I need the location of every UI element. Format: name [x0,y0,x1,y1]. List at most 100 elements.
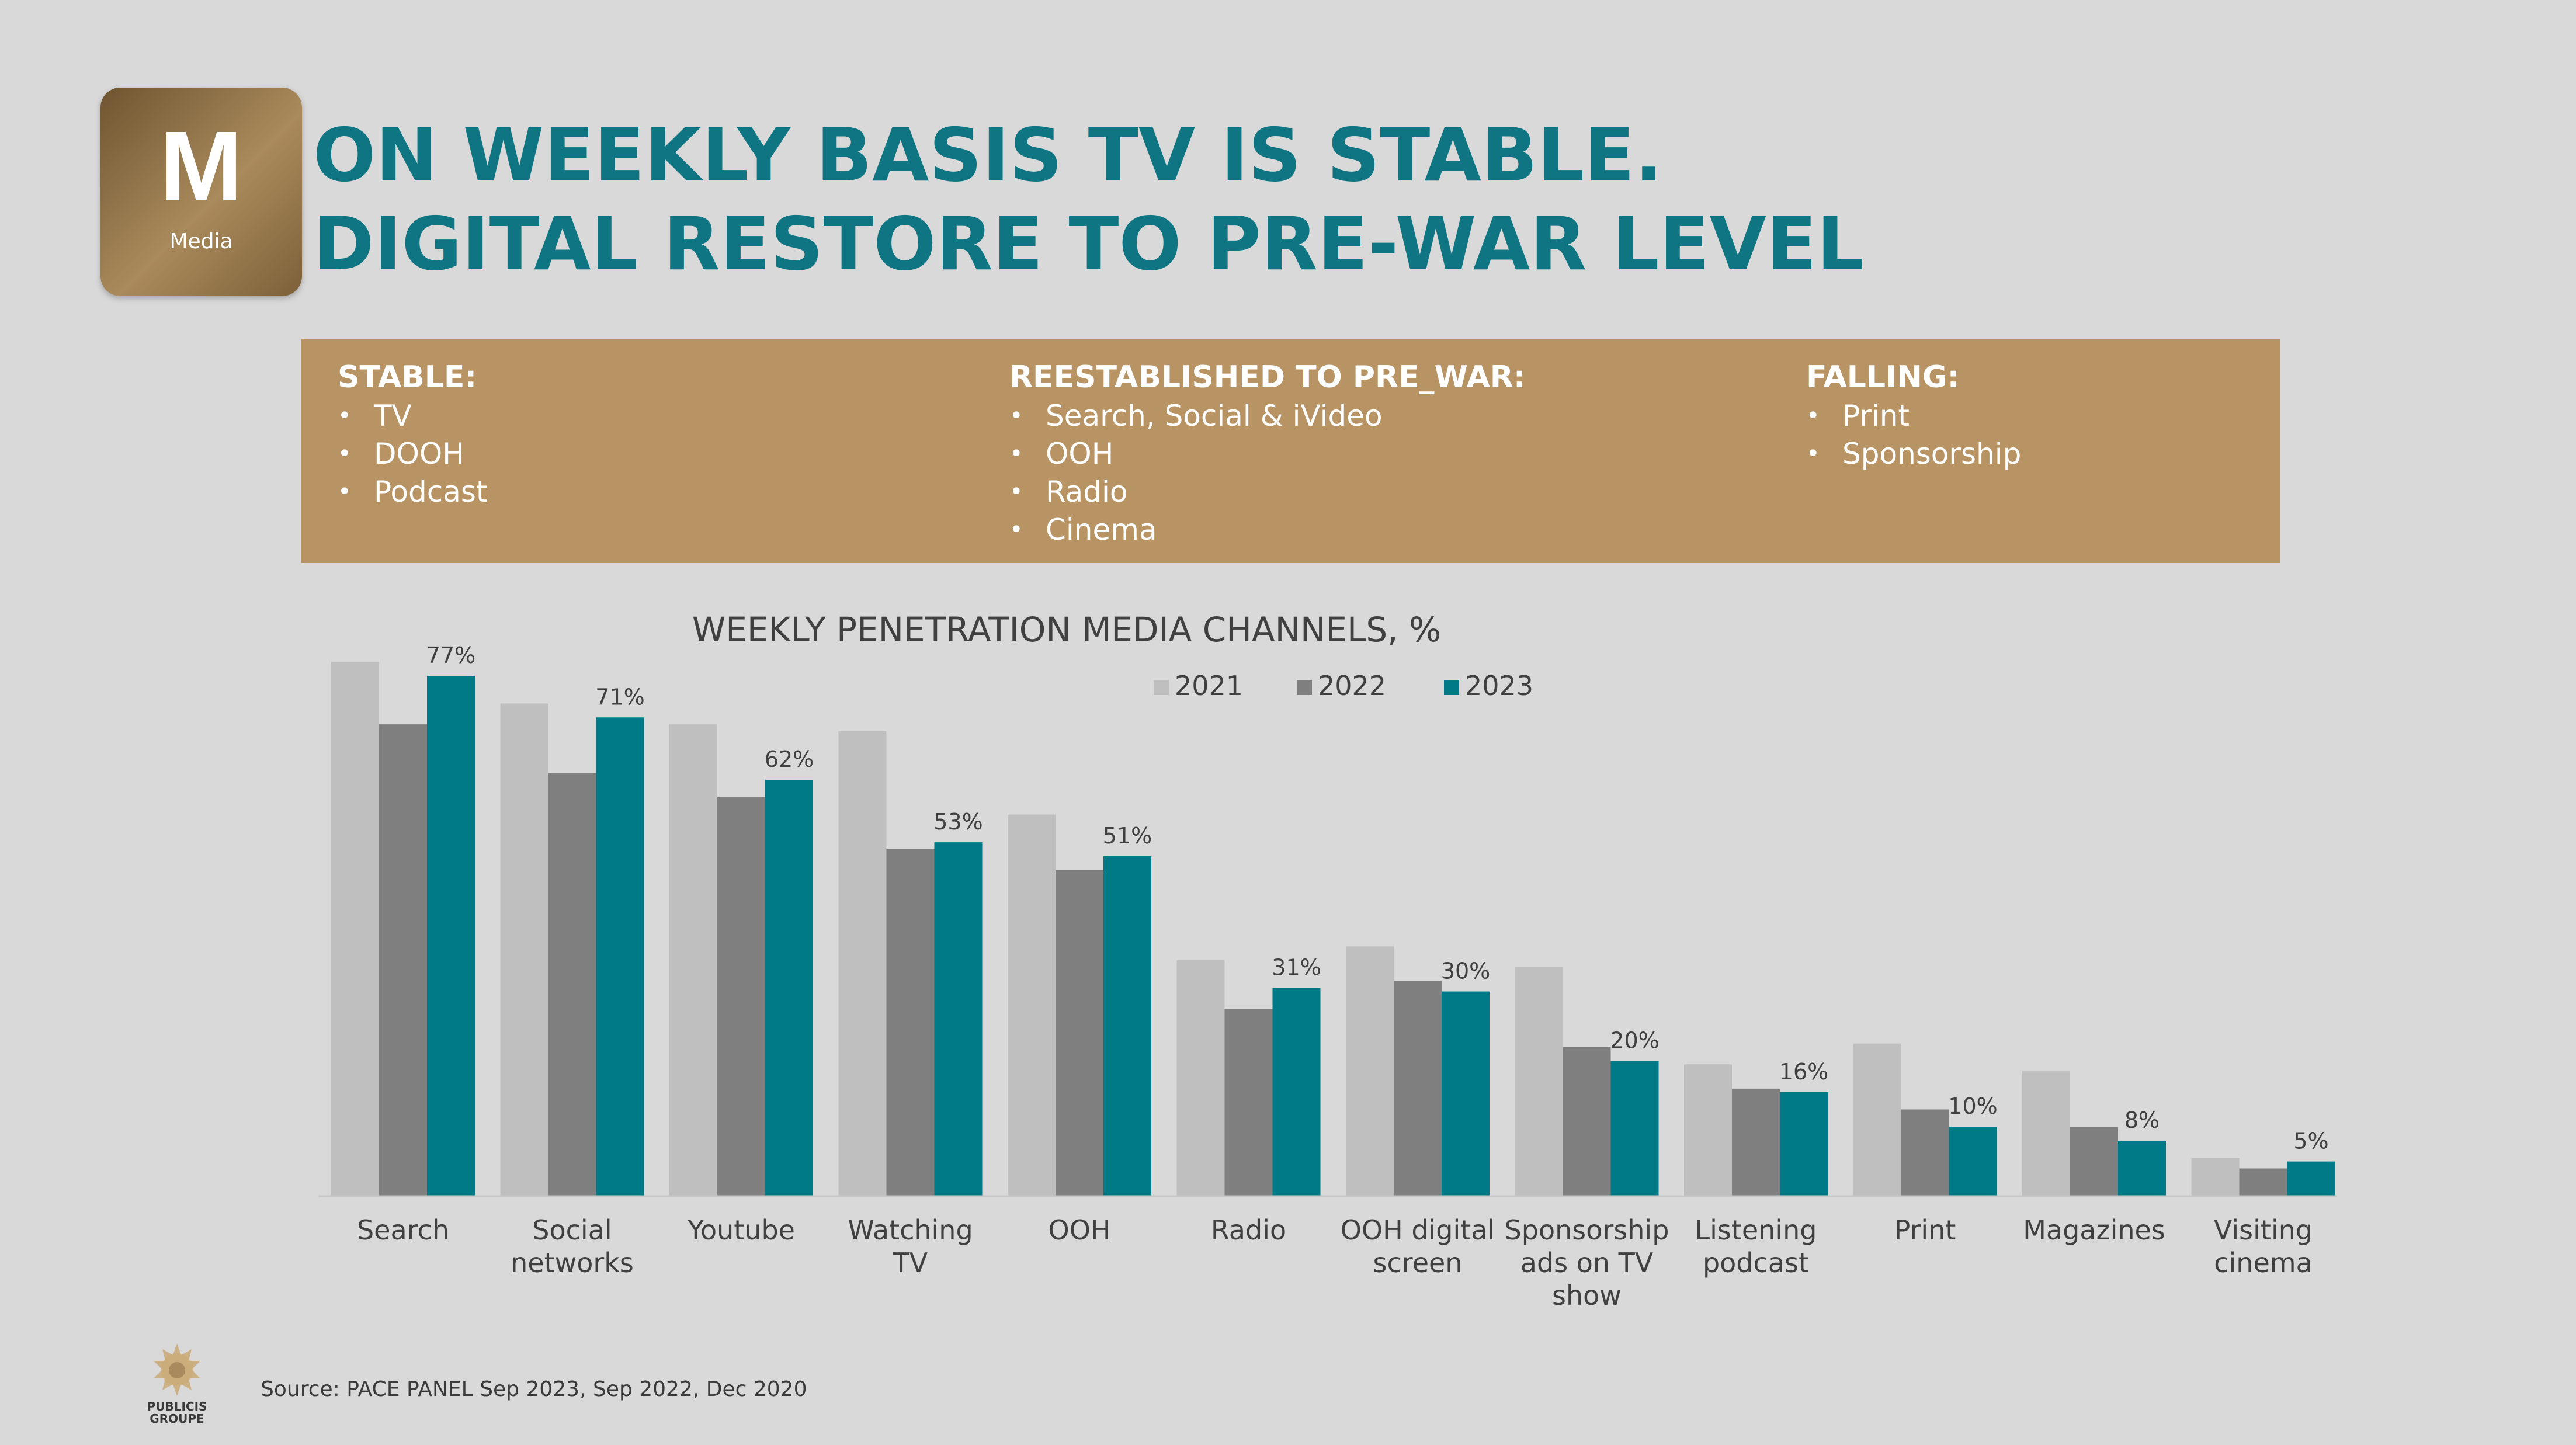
bar-2022 [1732,1088,1780,1196]
summary-banner: STABLE: TV DOOH Podcast REESTABLISHED TO… [301,339,2280,563]
bar-2021 [500,703,548,1196]
bar-2022 [1901,1109,1949,1196]
bar-2023 [1442,991,1490,1196]
list-item: Sponsorship [1806,435,2021,473]
bar-2023 [1103,856,1151,1196]
page-title: ON WEEKLY BASIS TV IS STABLE. DIGITAL RE… [313,111,2241,289]
tick-label: show [1552,1280,1622,1311]
bar-2022 [717,797,765,1196]
data-label: 30% [1441,958,1490,984]
bar-2021 [1853,1043,1901,1196]
tick-label: OOH digital [1341,1214,1495,1246]
bar-2023 [427,676,475,1196]
bar-2021 [331,662,379,1196]
legend-swatch [1444,680,1459,695]
bar-2021 [1515,967,1563,1196]
data-label: 71% [595,684,644,710]
falling-list: Print Sponsorship [1806,397,2021,473]
bar-2021 [2022,1071,2070,1196]
bar-2023 [596,717,644,1196]
bar-2021 [1008,814,1056,1196]
bar-2023 [1272,988,1321,1196]
stable-column: STABLE: TV DOOH Podcast [338,359,487,511]
bar-2021 [1346,946,1394,1196]
tick-label: podcast [1703,1247,1809,1279]
bar-2022 [1563,1047,1611,1196]
bar-2021 [1176,960,1225,1196]
tick-label: Search [357,1214,449,1246]
chart-legend: 2021 2022 2023 [1154,670,1533,701]
tick-label: screen [1373,1247,1463,1279]
data-label: 53% [933,809,983,835]
data-label: 77% [426,642,475,668]
data-labels: 77% 71% 62% 53% 51% 31% 30% 20% 16% 10% 8% 5% [426,642,2329,1154]
bar-2023 [765,780,813,1196]
falling-heading: FALLING: [1806,360,1960,395]
list-item: TV [338,397,487,435]
list-item: Search, Social & iVideo [1009,397,1526,435]
list-item: Print [1806,397,2021,435]
bar-2021 [2191,1158,2240,1196]
tick-label: Youtube [687,1214,795,1246]
tick-label: cinema [2214,1247,2313,1279]
data-label: 8% [2124,1107,2160,1133]
data-label: 31% [1272,955,1321,981]
logo-line-2: GROUPE [150,1412,204,1425]
bar-2022 [886,849,935,1196]
legend-label: 2023 [1465,670,1533,701]
badge-label: Media [169,230,233,253]
falling-column: FALLING: Print Sponsorship [1806,359,2021,473]
list-item: OOH [1009,435,1526,473]
data-label: 62% [765,746,814,772]
list-item: DOOH [338,435,487,473]
bar-2021 [1684,1064,1732,1196]
tick-label: Sponsorship [1505,1214,1669,1246]
list-item: Podcast [338,473,487,511]
tick-label: Social [532,1214,612,1246]
chart-title: WEEKLY PENETRATION MEDIA CHANNELS, % [692,610,1441,649]
bar-2023 [2287,1161,2335,1196]
bar-2023 [1780,1092,1828,1196]
bar-2022 [1224,1009,1273,1196]
legend-label: 2022 [1318,670,1386,701]
tick-label: ads on TV [1520,1247,1654,1279]
logo-line-1: PUBLICIS [147,1399,207,1413]
legend-swatch [1297,680,1312,695]
stable-heading: STABLE: [338,360,477,395]
publicis-logo: PUBLICIS GROUPE [147,1343,207,1425]
lion-emblem-icon [154,1343,200,1396]
legend-swatch [1154,680,1169,695]
data-label: 10% [1948,1093,1997,1119]
tick-label: Magazines [2023,1214,2165,1246]
bar-2023 [934,842,983,1196]
tick-label: networks [511,1247,634,1279]
tick-label: TV [893,1247,928,1279]
bar-2021 [669,724,717,1196]
list-item: Cinema [1009,511,1526,549]
reestablished-list: Search, Social & iVideo OOH Radio Cinema [1009,397,1526,549]
tick-label: Listening [1695,1214,1817,1246]
bar-2021 [838,731,887,1196]
bar-2022 [548,773,596,1196]
list-item: Radio [1009,473,1526,511]
source-note: Source: PACE PANEL Sep 2023, Sep 2022, D… [261,1377,807,1401]
title-line-2: DIGITAL RESTORE TO PRE-WAR LEVEL [313,201,1864,287]
tick-label: Radio [1211,1214,1286,1246]
tick-label: Watching [848,1214,973,1246]
bar-2023 [1949,1127,1997,1196]
bar-2023 [1610,1061,1659,1196]
bar-2022 [2239,1168,2287,1196]
bar-2022 [1394,981,1442,1196]
bar-2022 [2070,1127,2118,1196]
data-label: 51% [1103,823,1152,849]
media-badge: M Media [100,88,302,296]
data-label: 5% [2293,1128,2328,1154]
bars [331,662,2335,1196]
stable-list: TV DOOH Podcast [338,397,487,511]
title-line-1: ON WEEKLY BASIS TV IS STABLE. [313,112,1663,198]
reestablished-heading: REESTABLISHED TO PRE_WAR: [1009,360,1526,395]
badge-letter: M [159,111,243,222]
data-label: 20% [1610,1027,1659,1053]
